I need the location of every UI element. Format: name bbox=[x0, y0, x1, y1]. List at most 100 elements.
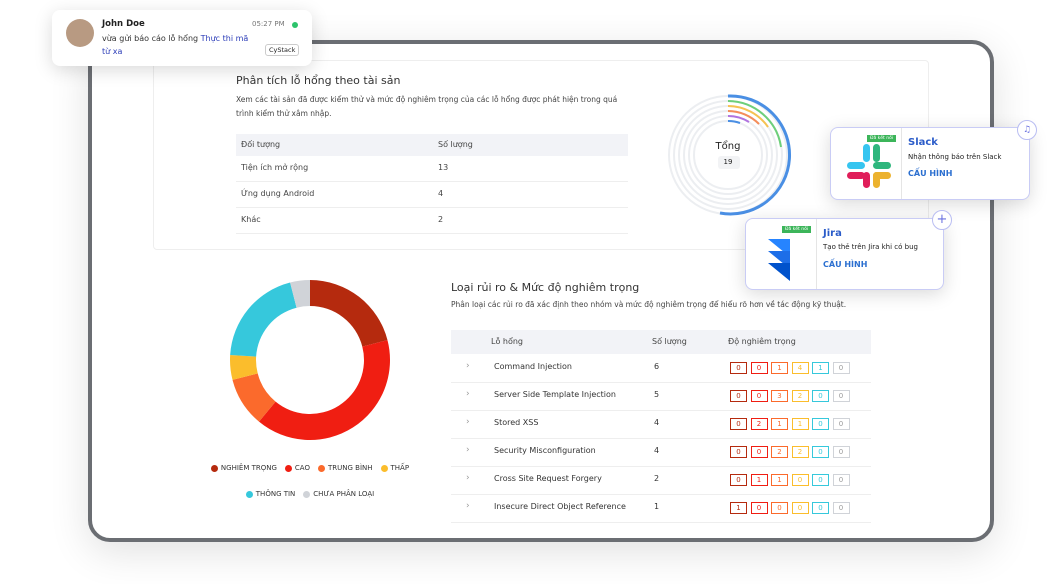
total-label: Tổng bbox=[715, 141, 741, 152]
legend-label: CHƯA PHÂN LOẠI bbox=[313, 490, 375, 498]
severity-box: 0 bbox=[730, 362, 747, 374]
slack-logo bbox=[847, 144, 891, 188]
configure-link[interactable]: CẤU HÌNH bbox=[908, 169, 953, 178]
severity-box: 1 bbox=[791, 418, 809, 430]
severity-box: 0 bbox=[730, 390, 747, 402]
asset-count: 2 bbox=[438, 215, 444, 224]
asset-count: 13 bbox=[438, 163, 449, 172]
vuln-count: 5 bbox=[654, 390, 660, 399]
expand-chevron[interactable]: › bbox=[466, 361, 470, 371]
integration-description: Nhận thông báo trên Slack bbox=[908, 153, 1002, 161]
vuln-name: Insecure Direct Object Reference bbox=[494, 502, 626, 511]
severity-box: 3 bbox=[771, 390, 788, 402]
expand-chevron[interactable]: › bbox=[466, 501, 470, 511]
jira-logo bbox=[768, 239, 790, 281]
severity-box: 0 bbox=[771, 502, 788, 514]
risk-description: Phân loại các rủi ro đã xác định theo nh… bbox=[451, 300, 847, 309]
status-dot bbox=[292, 22, 298, 28]
severity-box: 0 bbox=[832, 474, 850, 486]
legend-swatch bbox=[303, 490, 311, 498]
configure-link[interactable]: CẤU HÌNH bbox=[823, 260, 868, 269]
legend-item: NGHIÊM TRỌNG bbox=[210, 464, 277, 472]
severity-box: 0 bbox=[750, 446, 768, 458]
asset-name: Tiện ích mở rộng bbox=[241, 163, 309, 172]
message-link[interactable]: Thực thi mã từ xa bbox=[102, 34, 249, 56]
total-value: 19 bbox=[723, 158, 733, 166]
severity-box: 2 bbox=[791, 390, 809, 402]
donut-segment bbox=[232, 373, 276, 422]
device-frame bbox=[88, 40, 994, 542]
vuln-name: Stored XSS bbox=[494, 418, 539, 427]
expand-chevron[interactable]: › bbox=[466, 417, 470, 427]
integration-description: Tạo thẻ trên Jira khi có bug bbox=[823, 243, 918, 251]
assets-title: Phân tích lỗ hổng theo tài sản bbox=[236, 74, 401, 87]
row-divider bbox=[451, 438, 871, 439]
legend-swatch bbox=[284, 464, 292, 472]
severity-box: 0 bbox=[791, 502, 809, 514]
legend-label: CAO bbox=[294, 464, 310, 472]
time: 05:27 PM bbox=[252, 20, 285, 28]
severity-box: 0 bbox=[750, 390, 768, 402]
bell-button[interactable]: ♫ bbox=[1017, 120, 1037, 140]
severity-box: 2 bbox=[771, 446, 788, 458]
risk-header-cell: Độ nghiêm trọng bbox=[728, 337, 796, 346]
legend-item: CAO bbox=[284, 464, 310, 472]
notification: John Doe 05:27 PM vừa gửi báo cáo lỗ hổn… bbox=[52, 10, 312, 66]
integration-name: Jira bbox=[823, 228, 842, 239]
risk-header-cell: Số lượng bbox=[652, 337, 687, 346]
severity-box: 1 bbox=[750, 474, 768, 486]
message-text: vừa gửi báo cáo lỗ hổng bbox=[102, 34, 199, 43]
legend-item: TRUNG BÌNH bbox=[318, 464, 373, 472]
vuln-name: Security Misconfiguration bbox=[494, 446, 596, 455]
row-divider bbox=[236, 207, 628, 208]
severity-box: 1 bbox=[730, 502, 747, 514]
row-divider bbox=[451, 382, 871, 383]
severity-box: 0 bbox=[812, 446, 829, 458]
severity-box: 0 bbox=[812, 418, 829, 430]
add-button[interactable]: + bbox=[932, 210, 952, 230]
vuln-name: Server Side Template Injection bbox=[494, 390, 616, 399]
severity-box: 2 bbox=[750, 418, 768, 430]
assets-header-cell: Số lượng bbox=[438, 140, 473, 149]
vuln-count: 4 bbox=[654, 446, 660, 455]
severity-box: 0 bbox=[791, 474, 809, 486]
tag: Đã kết nối bbox=[782, 226, 812, 233]
severity-box: 2 bbox=[791, 446, 809, 458]
radial-rings bbox=[668, 94, 791, 216]
severity-box: 0 bbox=[750, 362, 768, 374]
risk-title: Loại rủi ro & Mức độ nghiêm trọng bbox=[451, 281, 640, 294]
legend-swatch bbox=[210, 464, 218, 472]
legend-item: THÔNG TIN bbox=[245, 490, 295, 498]
vuln-count: 2 bbox=[654, 474, 660, 483]
legend-item: THẤP bbox=[380, 464, 409, 472]
expand-chevron[interactable]: › bbox=[466, 473, 470, 483]
severity-box: 4 bbox=[791, 362, 809, 374]
user-name: John Doe bbox=[102, 19, 145, 29]
legend-swatch bbox=[318, 464, 325, 472]
donut-segment bbox=[310, 280, 388, 347]
avatar bbox=[66, 19, 94, 47]
row-divider bbox=[451, 466, 871, 467]
expand-chevron[interactable]: › bbox=[466, 445, 470, 455]
severity-box: 0 bbox=[832, 362, 850, 374]
vuln-name: Cross Site Request Forgery bbox=[494, 474, 602, 483]
assets-header bbox=[236, 134, 628, 156]
expand-chevron[interactable]: › bbox=[466, 389, 470, 399]
asset-name: Khác bbox=[241, 215, 261, 224]
row-divider bbox=[451, 410, 871, 411]
severity-box: 0 bbox=[832, 502, 850, 514]
risk-header-cell: Lỗ hổng bbox=[491, 337, 524, 346]
severity-box: 0 bbox=[730, 474, 747, 486]
legend-swatch bbox=[245, 490, 253, 498]
slack-card: Đã kết nối Slack Nhận thông báo trên Sla… bbox=[830, 127, 1030, 200]
severity-box: 0 bbox=[812, 390, 829, 402]
severity-box: 0 bbox=[812, 474, 829, 486]
assets-header-cell: Đối tượng bbox=[241, 140, 281, 149]
jira-card: Đã kết nối Jira Tạo thẻ trên Jira khi có… bbox=[745, 218, 944, 290]
donut-segment bbox=[230, 354, 258, 380]
severity-box: 0 bbox=[750, 502, 768, 514]
row-divider bbox=[236, 233, 628, 234]
vuln-name: Command Injection bbox=[494, 362, 572, 371]
